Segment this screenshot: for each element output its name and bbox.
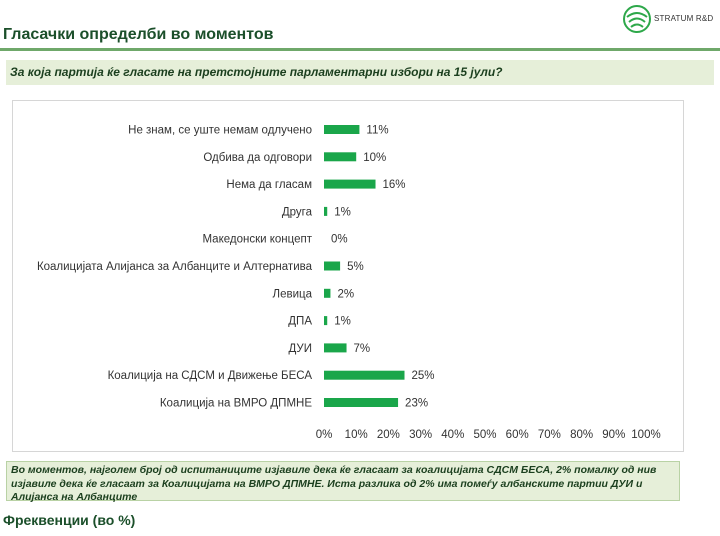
x-tick-label: 60% bbox=[506, 429, 529, 441]
bar bbox=[324, 343, 347, 353]
data-label: 16% bbox=[383, 179, 406, 191]
x-tick-label: 70% bbox=[538, 429, 561, 441]
category-label: Македонски концепт bbox=[202, 234, 312, 246]
x-tick-label: 20% bbox=[377, 429, 400, 441]
category-label: ДПА bbox=[288, 316, 312, 328]
data-label: 1% bbox=[334, 206, 351, 218]
data-label: 5% bbox=[347, 261, 364, 273]
x-tick-label: 90% bbox=[602, 429, 625, 441]
category-label: Одбива да одговори bbox=[203, 152, 312, 164]
bar bbox=[324, 316, 328, 326]
bar bbox=[324, 179, 376, 189]
x-tick-label: 100% bbox=[631, 429, 660, 441]
category-label: Друга bbox=[282, 206, 313, 218]
bar-chart: Не знам, се уште немам одлучено 11% Одбива… bbox=[37, 125, 661, 442]
x-tick-label: 40% bbox=[441, 429, 464, 441]
frequency-caption: Фреквенции (во %) bbox=[3, 512, 136, 528]
x-tick-label: 80% bbox=[570, 429, 593, 441]
data-label: 25% bbox=[412, 370, 435, 382]
bar bbox=[324, 125, 360, 134]
logo-text: STRATUM R&D bbox=[654, 14, 714, 23]
category-label: ДУИ bbox=[289, 343, 313, 355]
bar bbox=[324, 398, 399, 407]
category-label: Коалиција на СДСМ и Движење БЕСА bbox=[108, 370, 313, 382]
stratum-logo-icon bbox=[623, 5, 651, 33]
bar bbox=[324, 370, 405, 380]
bar bbox=[324, 288, 331, 298]
summary-note: Во моментов, најголем број од испитаници… bbox=[6, 461, 680, 503]
bar bbox=[324, 261, 341, 271]
data-label: 2% bbox=[337, 288, 354, 300]
category-label: Коалиција на ВМРО ДПМНЕ bbox=[160, 398, 312, 410]
x-tick-label: 0% bbox=[316, 429, 333, 441]
header-divider bbox=[0, 48, 720, 51]
data-label: 0% bbox=[331, 234, 348, 246]
data-label: 11% bbox=[366, 125, 388, 137]
survey-question: За која партија ќе гласате на претстојни… bbox=[6, 60, 714, 85]
x-tick-label: 30% bbox=[409, 429, 432, 441]
category-label: Левица bbox=[273, 288, 313, 300]
category-label: Не знам, се уште немам одлучено bbox=[128, 125, 312, 137]
data-label: 1% bbox=[334, 316, 351, 328]
data-label: 23% bbox=[405, 398, 428, 410]
x-tick-label: 10% bbox=[345, 429, 368, 441]
x-tick-label: 50% bbox=[473, 429, 496, 441]
data-label: 7% bbox=[354, 343, 371, 355]
category-label: Коалицијата Алијанса за Албанците и Алте… bbox=[37, 261, 313, 273]
bar bbox=[324, 152, 357, 162]
category-label: Нема да гласам bbox=[226, 179, 312, 191]
bar bbox=[324, 206, 328, 216]
page-title: Гласачки определби во моментов bbox=[3, 26, 274, 43]
data-label: 10% bbox=[363, 152, 386, 164]
